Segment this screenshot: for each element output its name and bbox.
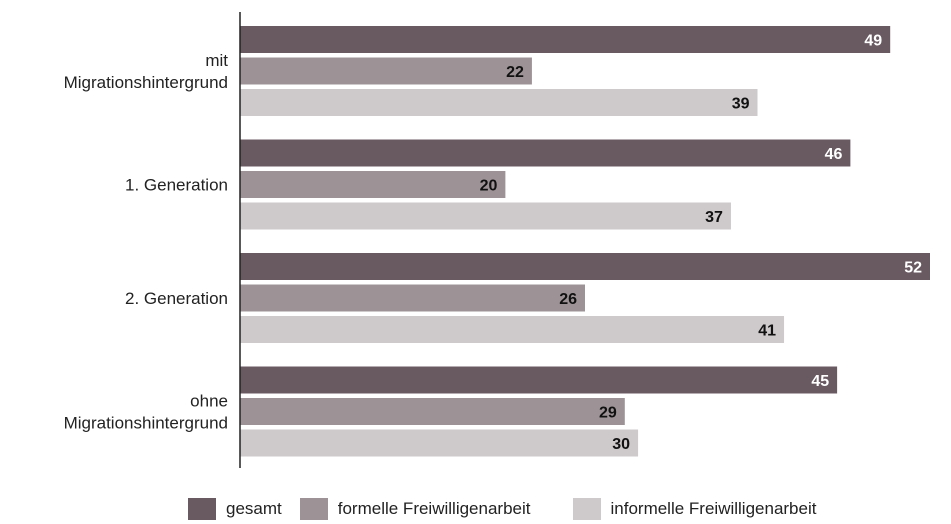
bar-3-cat-3 (240, 316, 785, 343)
value-label: 22 (506, 64, 524, 81)
value-label: 20 (480, 178, 498, 195)
bar-3-cat-4 (240, 429, 639, 457)
value-label: 30 (612, 436, 630, 453)
legend-swatch-gesamt (188, 498, 216, 520)
bar-1-cat-4 (240, 366, 838, 394)
bar-2-cat-4 (240, 398, 625, 425)
bars-layer: 49 22 39 46 20 37 52 26 41 45 29 30 (240, 26, 930, 457)
value-label: 49 (864, 33, 882, 50)
category-label: mit Migrationshintergrund (64, 51, 229, 92)
legend-item-gesamt: gesamt (188, 498, 282, 520)
value-label: 45 (811, 373, 829, 390)
category-label: 1. Generation (125, 176, 228, 195)
category-label-line: mit (205, 51, 228, 70)
value-label: 26 (559, 291, 577, 308)
legend-label-gesamt: gesamt (226, 499, 282, 518)
value-label: 39 (732, 96, 750, 113)
category-label-line: Migrationshintergrund (64, 414, 228, 433)
category-label-line: ohne (190, 392, 228, 411)
bar-1-cat-1 (240, 26, 891, 53)
bar-3-cat-2 (240, 202, 731, 230)
category-label-line: 1. Generation (125, 176, 228, 195)
bar-1-cat-3 (240, 253, 930, 280)
category-labels: mit Migrationshintergrund 1. Generation 2. … (64, 51, 229, 433)
bar-3-cat-1 (240, 89, 758, 116)
category-label: ohne Migrationshintergrund (64, 392, 228, 433)
value-label: 46 (825, 146, 843, 163)
category-label-line: Migrationshintergrund (64, 73, 228, 92)
value-label: 41 (758, 323, 776, 340)
bar-2-cat-2 (240, 171, 506, 198)
value-label: 37 (705, 209, 723, 226)
value-label: 29 (599, 405, 617, 422)
legend: gesamt formelle Freiwilligenarbeit infor… (188, 496, 834, 522)
category-label-line: 2. Generation (125, 289, 228, 308)
legend-item-informelle: informelle Freiwilligenarbeit (572, 498, 817, 520)
legend-label-informelle: informelle Freiwilligenarbeit (610, 499, 817, 518)
value-label: 52 (904, 260, 922, 277)
legend-label-formelle: formelle Freiwilligenarbeit (337, 499, 531, 518)
bar-1-cat-2 (240, 139, 851, 167)
bar-2-cat-1 (240, 57, 532, 85)
bar-chart: 49 22 39 46 20 37 52 26 41 45 29 30 mit Migrationshi… (64, 12, 930, 468)
legend-swatch-informelle (572, 498, 601, 520)
bar-2-cat-3 (240, 284, 585, 312)
category-label: 2. Generation (125, 289, 228, 308)
legend-swatch-formelle (299, 498, 328, 520)
legend-item-formelle: formelle Freiwilligenarbeit (299, 498, 531, 520)
